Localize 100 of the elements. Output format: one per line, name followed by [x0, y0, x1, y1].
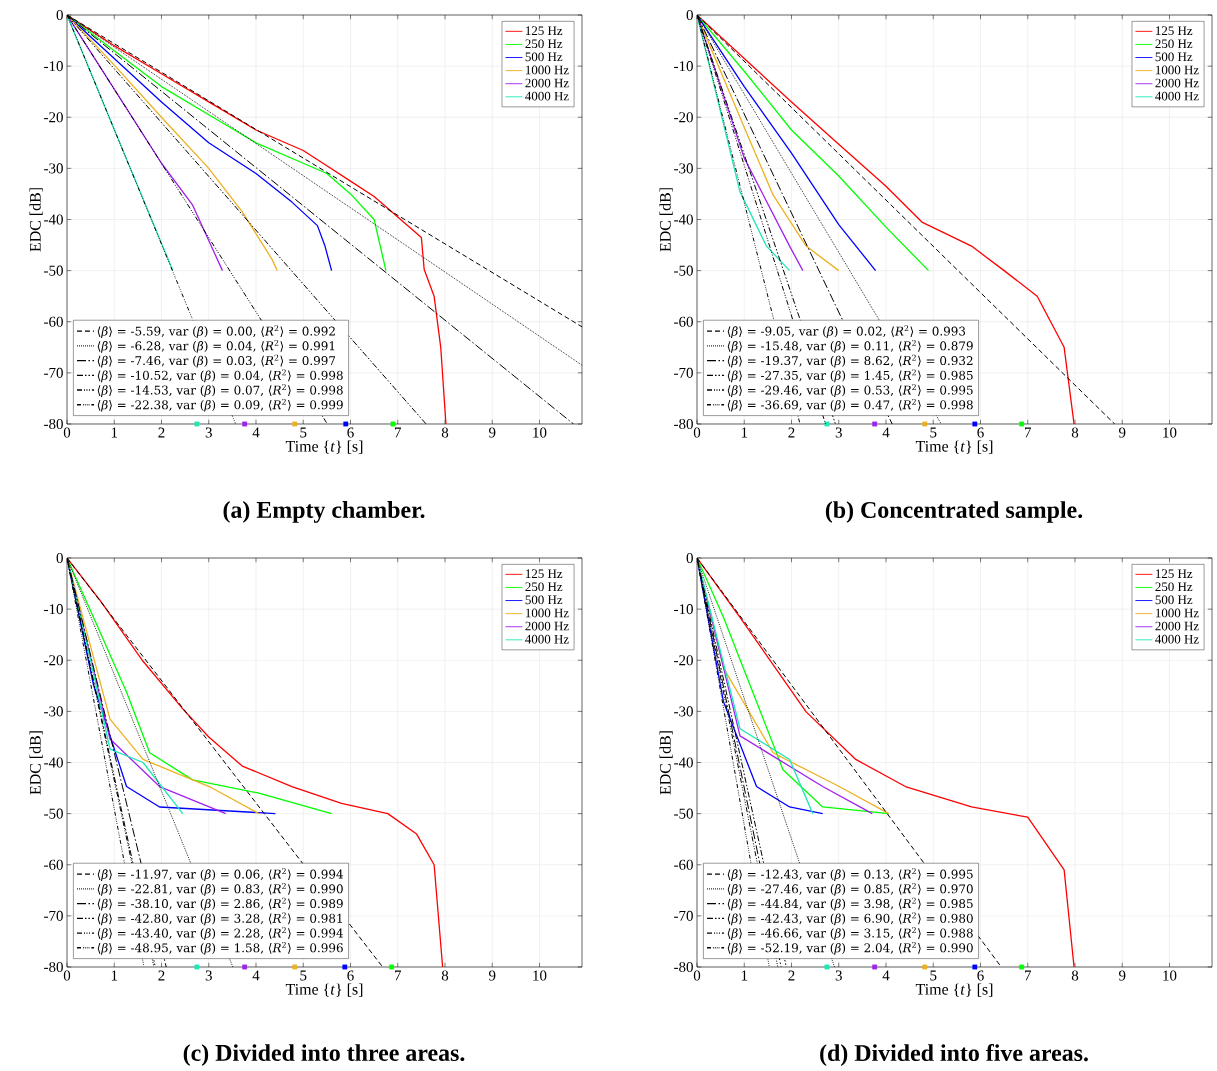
x-tick-label: 2: [788, 427, 795, 438]
y-tick-label: -40: [674, 757, 693, 768]
text: (b) Concentrated sample.: [825, 501, 1083, 523]
y-tick-label: -10: [674, 61, 693, 72]
legend-label: ⟨β⟩ = -42.43, var (β) = 6.90, ⟨R$^{2}$⟩ = 0.980: [727, 912, 973, 926]
y-tick-label: -40: [44, 757, 63, 768]
x-tick-label: 5: [930, 970, 937, 981]
y-tick-label: -80: [674, 418, 693, 430]
x-tick-label: 0: [63, 427, 71, 438]
legend-label: ⟨β⟩ = -42.80, var (β) = 3.28, ⟨R$^{2}$⟩ = 0.981: [97, 912, 342, 926]
legend-label: ⟨β⟩ = -48.95, var (β) = 1.58, ⟨R$^{2}$⟩ = 0.996: [97, 941, 343, 955]
x-tick-label: 9: [1118, 970, 1126, 981]
x-tick-label: 6: [347, 427, 354, 438]
x-tick-label: 3: [205, 970, 212, 981]
legend-label: 2000 Hz: [525, 621, 569, 631]
legend-label: 1000 Hz: [526, 608, 569, 618]
x-axis-title: Time {t} [s]: [285, 983, 363, 997]
text: (c) Divided into three areas.: [183, 1044, 465, 1066]
y-tick-label: -80: [674, 961, 693, 973]
y-tick-label: -20: [44, 655, 63, 666]
legend-label: ⟨β⟩ = -27.35, var (β) = 1.45, ⟨R$^{2}$⟩ = 0.985: [727, 369, 973, 383]
x-tick-label: 3: [205, 427, 212, 438]
y-tick-label: -20: [674, 655, 693, 666]
legend-label: 1000 Hz: [1156, 65, 1199, 75]
x-tick-label: 2: [158, 427, 165, 438]
x-axis-title: Time {t} [s]: [285, 440, 363, 454]
y-tick-label: -60: [44, 316, 63, 327]
y-tick-label: -50: [674, 808, 693, 819]
legend-label: ⟨β⟩ = -43.40, var (β) = 2.28, ⟨R$^{2}$⟩ = 0.994: [97, 927, 343, 940]
x-tick-label: 10: [533, 427, 547, 438]
y-tick-label: -60: [44, 859, 63, 870]
y-tick-label: -80: [44, 418, 63, 430]
legend-label: ⟨β⟩ = -27.46, var (β) = 0.85, ⟨R$^{2}$⟩ = 0.970: [727, 882, 973, 896]
legend-label: 125 Hz: [1156, 569, 1193, 579]
legend-label: ⟨β⟩ = -52.19, var (β) = 2.04, ⟨R$^{2}$⟩ = 0.990: [727, 941, 973, 955]
x-tick-label: 9: [488, 427, 496, 438]
y-tick-label: -30: [44, 706, 63, 717]
legend-label: 1000 Hz: [1156, 608, 1199, 618]
x-tick-label: 8: [1071, 970, 1079, 981]
x-tick-label: 10: [1163, 970, 1177, 981]
legend-label: ⟨β⟩ = -6.28, var (β) = 0.04, ⟨R$^{2}$⟩ = 0.991: [97, 339, 335, 353]
legend-label: 4000 Hz: [1155, 91, 1199, 101]
x-tick-label: 9: [488, 970, 496, 981]
legend-label: ⟨β⟩ = -7.46, var (β) = 0.03, ⟨R$^{2}$⟩ = 0.997: [97, 354, 336, 368]
x-tick-label: 4: [252, 427, 260, 438]
y-tick-label: -30: [674, 163, 693, 174]
x-tick-label: 1: [111, 970, 118, 981]
legend-label: ⟨β⟩ = -15.48, var (β) = 0.11, ⟨R$^{2}$⟩ = 0.879: [727, 339, 973, 353]
x-tick-label: 1: [741, 427, 748, 438]
y-tick-label: 0: [686, 9, 693, 21]
legend-label: 1000 Hz: [526, 65, 569, 75]
legend-label: 4000 Hz: [525, 634, 569, 644]
y-tick-label: -60: [674, 859, 693, 870]
y-tick-label: -70: [44, 367, 63, 378]
y-tick-label: -50: [44, 808, 63, 819]
legend-label: 4000 Hz: [1155, 634, 1199, 644]
y-tick-label: -40: [44, 214, 63, 225]
legend-label: 500 Hz: [1155, 595, 1193, 605]
x-tick-label: 3: [835, 970, 842, 981]
y-axis-title: EDC [dB]: [659, 731, 673, 795]
y-tick-label: -70: [44, 910, 63, 921]
legend-label: 125 Hz: [526, 569, 563, 579]
x-tick-label: 5: [300, 427, 307, 438]
y-tick-label: -40: [674, 214, 693, 225]
x-tick-label: 5: [930, 427, 937, 438]
legend-label: ⟨β⟩ = -19.37, var (β) = 8.62, ⟨R$^{2}$⟩ = 0.932: [727, 354, 973, 368]
y-tick-label: -60: [674, 316, 693, 327]
x-tick-label: 8: [1071, 427, 1079, 438]
legend-label: 125 Hz: [1156, 26, 1193, 36]
y-tick-label: -10: [44, 604, 63, 615]
y-tick-label: -80: [44, 961, 63, 973]
legend-label: 125 Hz: [526, 26, 563, 36]
y-tick-label: -50: [44, 265, 63, 276]
legend-label: 250 Hz: [525, 39, 563, 49]
x-tick-label: 6: [347, 970, 354, 981]
legend-label: ⟨β⟩ = -22.38, var (β) = 0.09, ⟨R$^{2}$⟩ = 0.999: [97, 398, 343, 412]
y-tick-label: -70: [674, 367, 693, 378]
x-tick-label: 0: [63, 970, 71, 981]
x-axis-title: Time {t} [s]: [915, 983, 993, 997]
y-tick-label: -30: [44, 163, 63, 174]
legend-label: ⟨β⟩ = -46.66, var (β) = 3.15, ⟨R$^{2}$⟩ = 0.988: [727, 927, 973, 940]
y-tick-label: -20: [674, 112, 693, 123]
legend-label: ⟨β⟩ = -38.10, var (β) = 2.86, ⟨R$^{2}$⟩ = 0.989: [97, 897, 343, 911]
legend-label: 2000 Hz: [1155, 78, 1199, 88]
legend-label: ⟨β⟩ = -12.43, var (β) = 0.13, ⟨R$^{2}$⟩ = 0.995: [727, 868, 973, 881]
y-tick-label: -30: [674, 706, 693, 717]
y-tick-label: -70: [674, 910, 693, 921]
x-tick-label: 7: [394, 427, 402, 438]
legend-label: 250 Hz: [1155, 39, 1193, 49]
legend-label: 250 Hz: [1155, 582, 1193, 592]
x-tick-label: 2: [158, 970, 165, 981]
text: (a) Empty chamber.: [223, 501, 425, 523]
legend-label: 500 Hz: [525, 52, 563, 62]
legend-label: 500 Hz: [1155, 52, 1193, 62]
y-axis-title: EDC [dB]: [29, 731, 43, 795]
x-tick-label: 8: [441, 970, 449, 981]
x-tick-label: 6: [977, 970, 984, 981]
x-tick-label: 10: [533, 970, 547, 981]
legend-label: ⟨β⟩ = -11.97, var (β) = 0.06, ⟨R$^{2}$⟩ = 0.994: [97, 868, 343, 881]
y-axis-title: EDC [dB]: [29, 188, 43, 252]
